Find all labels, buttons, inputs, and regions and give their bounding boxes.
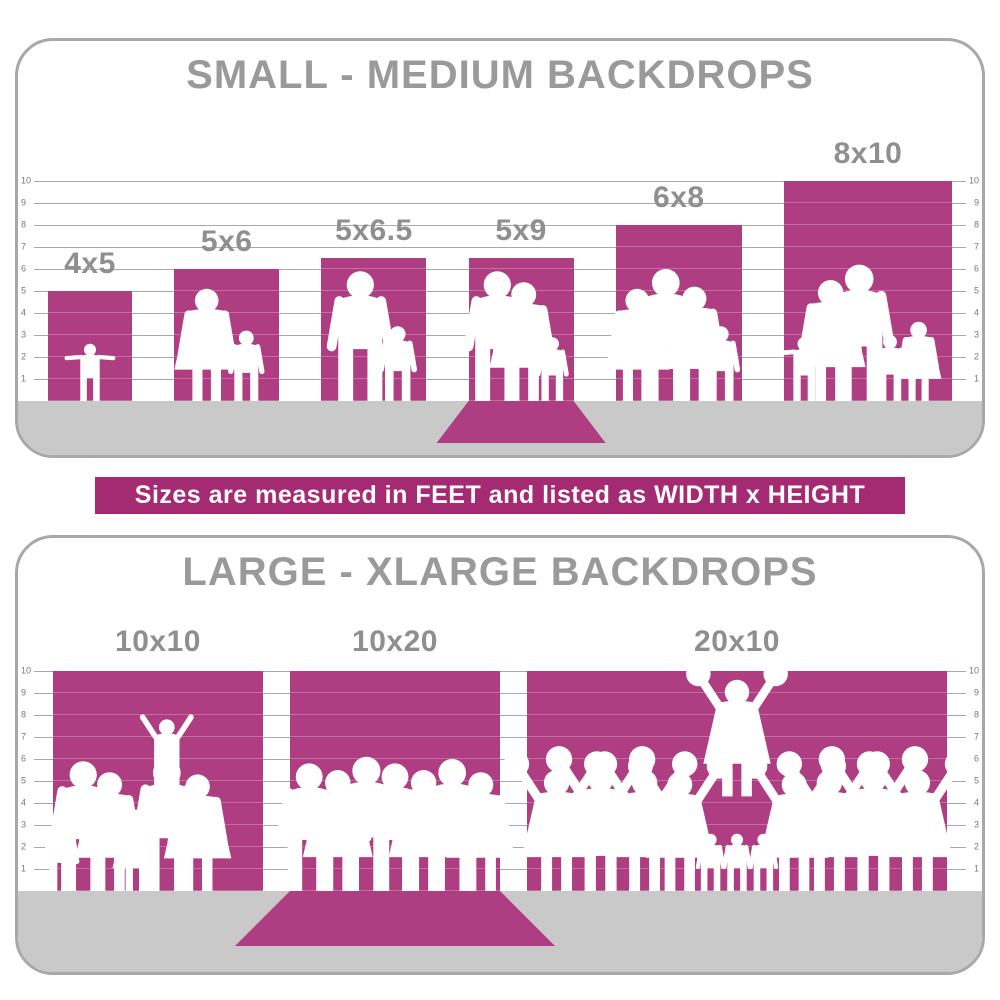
gridline-1ft (34, 869, 966, 870)
size-label-8x10: 8x10 (833, 137, 903, 170)
tick-label-right-7: 7 (973, 731, 979, 742)
tick-label-left-2: 2 (21, 841, 27, 852)
units-banner-text: Sizes are measured in FEET and listed as… (134, 481, 866, 509)
gridline-9ft (34, 693, 966, 694)
tick-label-right-8: 8 (973, 219, 979, 230)
size-label-4x5: 4x5 (64, 247, 116, 280)
tick-label-left-5: 5 (21, 775, 27, 786)
tick-label-right-4: 4 (973, 307, 979, 318)
backdrop-floor-sweep-5x9 (436, 401, 606, 443)
gridline-9ft (34, 203, 966, 204)
silhouette-group-5x9 (463, 271, 569, 401)
tick-label-left-9: 9 (21, 197, 27, 208)
large-xlarge-title: LARGE - XLARGE BACKDROPS (182, 550, 818, 594)
size-label-10x20: 10x20 (352, 625, 438, 658)
gridline-8ft (34, 225, 966, 226)
tick-label-left-7: 7 (21, 241, 27, 252)
silhouette-group-8x10 (775, 264, 942, 401)
silhouette-group-4x5 (64, 343, 116, 401)
tick-label-left-4: 4 (21, 797, 27, 808)
tick-label-left-10: 10 (21, 665, 32, 676)
gridline-8ft (34, 715, 966, 716)
large-xlarge-plot: 1 1 2 2 3 3 4 4 5 5 6 6 7 7 8 8 9 9 10 10 10x10 10x20 20x10 (18, 538, 982, 972)
tick-label-right-9: 9 (973, 687, 979, 698)
tick-label-left-4: 4 (21, 307, 27, 318)
tick-label-right-7: 7 (973, 241, 979, 252)
tick-label-left-9: 9 (21, 687, 27, 698)
gridline-6ft (34, 759, 966, 760)
silhouette-group-5x6 (174, 288, 265, 401)
tick-label-right-10: 10 (968, 665, 979, 676)
gridline-10ft (34, 671, 966, 672)
tick-label-right-1: 1 (973, 863, 979, 874)
tick-label-right-10: 10 (968, 175, 979, 186)
tick-label-right-5: 5 (973, 775, 979, 786)
tick-label-left-8: 8 (21, 219, 27, 230)
tick-label-left-10: 10 (21, 175, 32, 186)
tick-label-right-9: 9 (973, 197, 979, 208)
size-label-5x6: 5x6 (200, 225, 253, 258)
size-label-10x10: 10x10 (115, 625, 201, 658)
tick-label-left-1: 1 (21, 863, 27, 874)
small-medium-plot: 1 1 2 2 3 3 4 4 5 5 6 6 7 7 8 8 9 9 10 10 4x5 5x6 5x6.5 5x9 6x8 8… (18, 41, 982, 455)
tick-label-left-6: 6 (21, 753, 27, 764)
tick-label-left-3: 3 (21, 819, 27, 830)
size-label-20x10: 20x10 (694, 625, 780, 658)
gridline-7ft (34, 247, 966, 248)
size-label-5x6.5: 5x6.5 (335, 214, 413, 247)
gridline-7ft (34, 737, 966, 738)
tick-label-right-2: 2 (973, 351, 979, 362)
silhouette-group-5x6.5 (327, 271, 418, 401)
units-banner: Sizes are measured in FEET and listed as… (95, 477, 905, 514)
silhouette-group-6x8 (604, 269, 740, 401)
small-medium-panel: SMALL - MEDIUM BACKDROPS 1 1 2 2 3 3 4 4 5 5 6 6 7 7 8… (15, 38, 985, 458)
tick-label-left-6: 6 (21, 263, 27, 274)
gridline-10ft (34, 181, 966, 182)
tick-label-right-5: 5 (973, 285, 979, 296)
tick-label-right-6: 6 (973, 263, 979, 274)
tick-label-left-2: 2 (21, 351, 27, 362)
tick-label-right-4: 4 (973, 797, 979, 808)
tick-label-right-8: 8 (973, 709, 979, 720)
silhouette-group-10x10 (43, 714, 232, 891)
tick-label-left-5: 5 (21, 285, 27, 296)
silhouette-group-10x20 (276, 756, 516, 891)
tick-label-left-3: 3 (21, 329, 27, 340)
size-label-5x9: 5x9 (495, 214, 547, 247)
backdrop-floor-sweep-10x20 (235, 891, 555, 946)
size-label-6x8: 6x8 (653, 181, 705, 214)
tick-label-right-3: 3 (973, 329, 979, 340)
small-medium-title: SMALL - MEDIUM BACKDROPS (186, 53, 814, 97)
tick-label-right-3: 3 (973, 819, 979, 830)
silhouette-group-20x10 (503, 671, 971, 891)
tick-label-left-1: 1 (21, 373, 27, 384)
gridline-5ft (34, 781, 966, 782)
tick-label-left-7: 7 (21, 731, 27, 742)
tick-label-right-6: 6 (973, 753, 979, 764)
tick-label-left-8: 8 (21, 709, 27, 720)
tick-label-right-2: 2 (973, 841, 979, 852)
tick-label-right-1: 1 (973, 373, 979, 384)
large-xlarge-panel: LARGE - XLARGE BACKDROPS 1 1 2 2 3 3 4 4 5 5 6 6 7 7 8… (15, 535, 985, 975)
